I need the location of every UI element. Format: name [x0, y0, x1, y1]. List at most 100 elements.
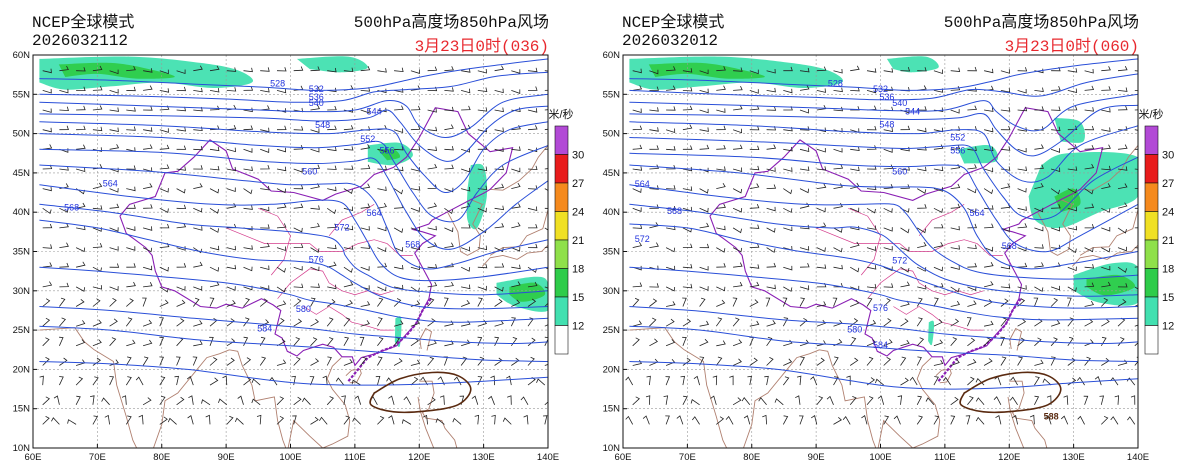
wind-barb	[1067, 297, 1072, 307]
wind-barb	[632, 337, 640, 347]
wind-barb	[544, 324, 548, 327]
wind-barb	[967, 207, 977, 214]
wind-barb	[649, 145, 659, 150]
lon-label: 100E	[279, 452, 301, 463]
wind-barb	[799, 415, 804, 425]
wind-barb	[933, 376, 939, 386]
lat-label: 60N	[13, 50, 31, 61]
wind-barb	[816, 166, 827, 171]
wind-barb	[142, 356, 149, 366]
wind-barb	[897, 395, 903, 405]
wind-barb	[1034, 87, 1044, 92]
wind-barb	[877, 395, 885, 405]
lon-label: 120E	[998, 452, 1020, 463]
wind-barb	[942, 376, 952, 386]
wind-barb	[1017, 285, 1027, 290]
wind-barb	[967, 87, 977, 92]
wind-barb	[832, 297, 838, 307]
wind-barb	[1084, 85, 1095, 91]
wind-barb	[783, 286, 793, 292]
wind-barb	[494, 336, 500, 346]
wind-barb	[682, 87, 693, 92]
wind-barb	[967, 146, 977, 151]
wind-barb	[193, 247, 203, 254]
wind-barb	[933, 339, 944, 347]
wind-barb	[1067, 336, 1074, 347]
wind-barb	[632, 85, 643, 91]
wind-barb	[544, 89, 548, 91]
wind-barb	[226, 187, 236, 193]
wind-barb	[783, 66, 793, 72]
wind-barb	[527, 125, 538, 131]
wind-barb	[159, 88, 170, 93]
wind-barb	[360, 266, 370, 271]
wind-barb	[488, 395, 495, 405]
lat-label: 55N	[603, 89, 621, 100]
colorbar-unit: 米/秒	[1138, 107, 1163, 121]
wind-barb	[710, 395, 717, 405]
wind-barb	[1051, 244, 1061, 250]
wind-barb	[1101, 318, 1110, 327]
wind-barb	[699, 108, 709, 114]
wind-barb	[293, 396, 302, 406]
contour-label: 564	[367, 208, 382, 218]
wind-barb	[1034, 337, 1042, 347]
wind-barb	[833, 227, 843, 233]
wind-barb	[59, 166, 69, 171]
wind-barb	[243, 266, 253, 272]
lon-label: 60E	[615, 452, 632, 463]
wind-barb	[260, 242, 270, 248]
wind-barb	[42, 416, 50, 425]
wind-barb	[251, 398, 261, 406]
wind-barb	[394, 145, 404, 151]
wind-barb	[310, 104, 321, 111]
wind-barb	[527, 147, 538, 153]
wind-barb	[226, 318, 235, 327]
wind-barb	[59, 242, 69, 248]
wind-barb	[59, 336, 64, 346]
wind-barb	[226, 264, 237, 270]
wind-barb	[544, 227, 548, 231]
wind-barb	[427, 339, 437, 347]
wind-barb	[965, 415, 971, 425]
wind-barb	[850, 207, 860, 213]
wind-barb	[260, 224, 270, 229]
wind-barb	[749, 125, 760, 131]
wind-barb	[393, 188, 403, 195]
wind-barb	[452, 417, 462, 425]
wind-barb	[276, 286, 286, 293]
wind-barb	[1067, 166, 1078, 171]
wind-barb	[410, 245, 421, 251]
wind-barb	[377, 337, 384, 347]
wind-barb	[967, 223, 977, 229]
wind-barb	[477, 207, 487, 213]
wind-barb	[849, 396, 857, 406]
wind-barb	[733, 144, 743, 150]
wind-barb	[682, 263, 693, 269]
wind-barb	[732, 317, 740, 327]
wind-barb	[327, 105, 337, 111]
wind-barb	[109, 127, 119, 133]
coastline	[490, 145, 548, 191]
wind-barb	[276, 246, 286, 252]
wind-barb	[682, 227, 692, 233]
wind-barb	[1117, 246, 1127, 252]
wind-barb	[510, 337, 518, 347]
wind-barb	[427, 146, 437, 151]
wind-barb	[983, 281, 994, 288]
wind-barb	[260, 148, 270, 153]
wind-barb	[816, 88, 826, 93]
wind-barb	[632, 396, 640, 406]
wind-barb	[1084, 144, 1095, 150]
wind-barb	[310, 283, 320, 288]
wind-barb	[1017, 356, 1023, 366]
wind-barb	[193, 226, 203, 231]
wind-barb	[1034, 226, 1044, 232]
wind-barb	[762, 414, 767, 425]
wind-barb	[343, 415, 351, 425]
wind-barb	[92, 164, 103, 170]
wind-barb	[766, 227, 776, 233]
wind-barb	[699, 297, 706, 307]
wind-barb	[76, 144, 86, 150]
